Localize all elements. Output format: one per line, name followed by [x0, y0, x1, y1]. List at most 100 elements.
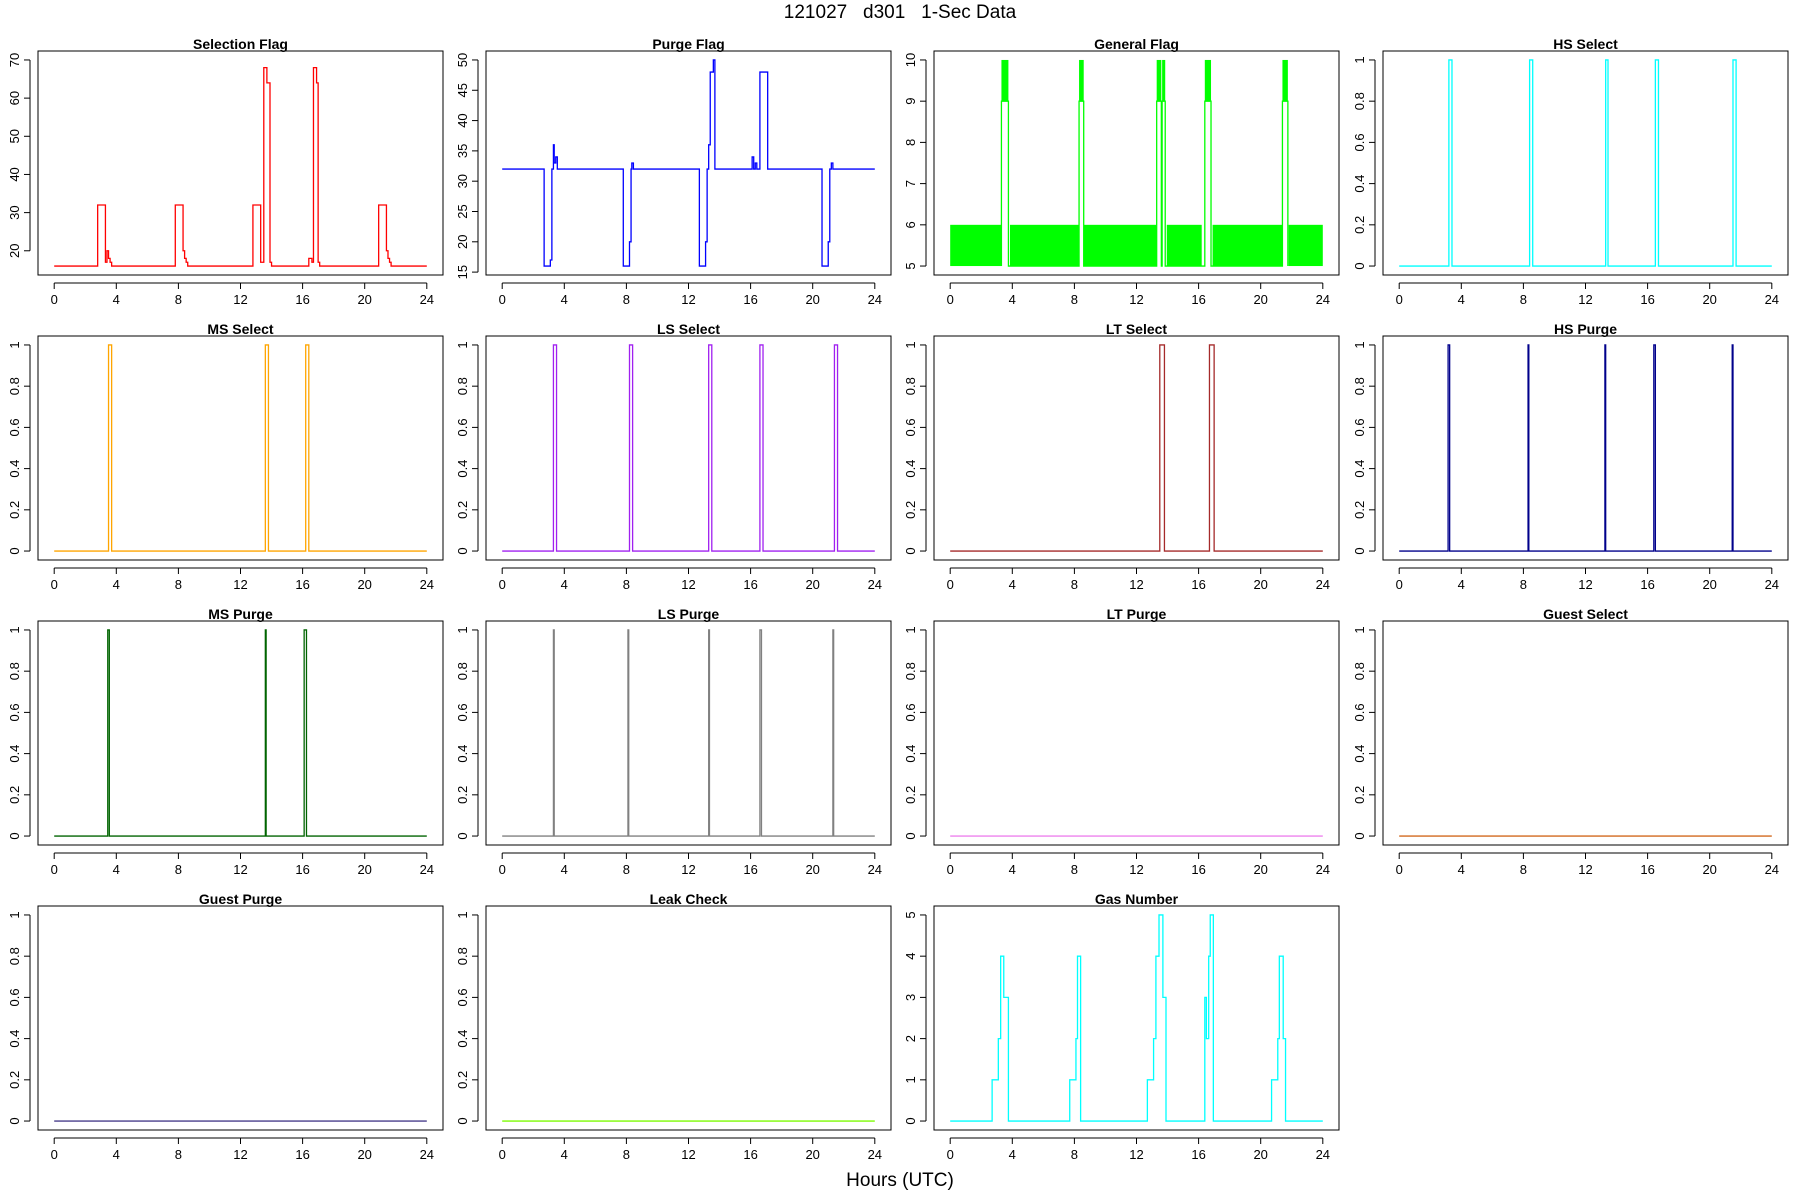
x-tick-label: 12 [233, 1147, 247, 1162]
data-line [1399, 344, 1772, 552]
y-tick-label: 6 [903, 221, 918, 228]
x-tick-label: 24 [1316, 1147, 1330, 1162]
x-tick-label: 0 [499, 862, 506, 877]
x-tick-label: 16 [295, 1147, 309, 1162]
x-tick-label: 4 [1009, 577, 1016, 592]
data-layer [502, 344, 875, 552]
x-tick-label: 0 [947, 577, 954, 592]
x-tick-label: 12 [1129, 292, 1143, 307]
data-band [1001, 59, 1009, 102]
y-tick-label: 0.6 [903, 418, 918, 436]
y-tick-label: 60 [7, 91, 22, 105]
y-tick-label: 0.6 [455, 988, 470, 1006]
data-line [54, 629, 427, 837]
y-tick-label: 0.2 [903, 501, 918, 519]
y-tick-label: 0.4 [903, 460, 918, 478]
y-tick-label: 0.2 [903, 786, 918, 804]
x-tick-label: 8 [1071, 292, 1078, 307]
x-tick-label: 12 [1129, 862, 1143, 877]
data-layer [950, 914, 1323, 1122]
panel-title: LT Purge [1107, 606, 1167, 622]
y-tick-label: 0.4 [7, 1030, 22, 1048]
x-tick-label: 24 [868, 862, 882, 877]
x-tick-label: 24 [1316, 292, 1330, 307]
x-tick-label: 4 [561, 862, 568, 877]
y-tick-label: 0.2 [7, 501, 22, 519]
x-tick-label: 24 [868, 292, 882, 307]
panel-title: Guest Purge [199, 891, 282, 907]
panel-lt-select: LT Select 0 4 8 12 16 20 24 0 0.2 0.4 0.6 0.8 1 [903, 321, 1340, 592]
x-tick-label: 8 [1071, 577, 1078, 592]
y-tick-label: 0.4 [455, 460, 470, 478]
data-layer [54, 629, 427, 837]
x-tick-label: 12 [1578, 292, 1592, 307]
x-tick-label: 20 [357, 577, 371, 592]
x-tick-label: 8 [175, 577, 182, 592]
y-tick-label: 1 [903, 626, 918, 633]
y-tick-label: 0.4 [1352, 745, 1367, 763]
y-tick-label: 0 [1352, 262, 1367, 269]
x-tick-label: 20 [357, 862, 371, 877]
y-tick-label: 0.4 [455, 745, 470, 763]
x-tick-label: 24 [868, 1147, 882, 1162]
data-layer [1399, 344, 1772, 552]
y-tick-label: 0.8 [455, 662, 470, 680]
x-tick-label: 4 [561, 292, 568, 307]
x-tick-label: 20 [805, 862, 819, 877]
x-tick-label: 24 [868, 577, 882, 592]
panel-title: Leak Check [650, 891, 728, 907]
data-band [1162, 59, 1166, 102]
x-tick-label: 0 [499, 292, 506, 307]
x-tick-label: 24 [420, 292, 434, 307]
x-tick-label: 12 [233, 862, 247, 877]
y-tick-label: 0 [903, 1117, 918, 1124]
y-tick-label: 0.8 [1352, 377, 1367, 395]
y-tick-label: 0.6 [7, 703, 22, 721]
panel-general-flag: General Flag 0 4 8 12 16 20 24 5 6 7 8 9 10 [903, 36, 1340, 307]
y-tick-label: 0.8 [455, 377, 470, 395]
y-tick-label: 5 [903, 911, 918, 918]
y-tick-label: 0.2 [7, 786, 22, 804]
data-line [950, 344, 1323, 552]
x-tick-label: 12 [1129, 577, 1143, 592]
panel-ls-purge: LS Purge 0 4 8 12 16 20 24 0 0.2 0.4 0.6 0.8 1 [455, 606, 892, 877]
y-tick-label: 10 [903, 53, 918, 67]
x-tick-label: 16 [1640, 862, 1654, 877]
data-band [1079, 59, 1084, 102]
x-tick-label: 20 [1253, 1147, 1267, 1162]
y-tick-label: 9 [903, 98, 918, 105]
plot-frame [933, 620, 1340, 846]
plot-frame [485, 335, 892, 561]
data-band [1282, 59, 1288, 102]
x-tick-label: 12 [681, 1147, 695, 1162]
y-tick-label: 0.6 [455, 418, 470, 436]
x-tick-label: 20 [357, 292, 371, 307]
x-tick-label: 8 [175, 862, 182, 877]
data-band [950, 224, 1002, 267]
x-tick-label: 16 [743, 862, 757, 877]
plot-frame [37, 905, 444, 1131]
x-tick-label: 0 [1396, 862, 1403, 877]
y-tick-label: 1 [1352, 626, 1367, 633]
y-tick-label: 0.8 [903, 377, 918, 395]
data-band [1083, 224, 1157, 267]
x-tick-label: 16 [1640, 577, 1654, 592]
y-tick-label: 15 [455, 265, 470, 279]
panel-leak-check: Leak Check 0 4 8 12 16 20 24 0 0.2 0.4 0.6 0.8 1 [455, 891, 892, 1162]
y-tick-label: 7 [903, 180, 918, 187]
x-tick-label: 4 [561, 577, 568, 592]
data-layer [502, 629, 875, 837]
y-tick-label: 1 [7, 341, 22, 348]
panel-title: LS Select [657, 321, 720, 337]
x-tick-label: 16 [1191, 577, 1205, 592]
x-tick-label: 4 [1458, 292, 1465, 307]
plot-frame [933, 50, 1340, 276]
x-tick-label: 24 [420, 1147, 434, 1162]
y-tick-label: 50 [7, 129, 22, 143]
y-tick-label: 30 [455, 174, 470, 188]
y-tick-label: 20 [7, 244, 22, 258]
y-tick-label: 0 [7, 832, 22, 839]
x-tick-label: 4 [1009, 1147, 1016, 1162]
data-band [1156, 59, 1162, 102]
y-tick-label: 1 [455, 911, 470, 918]
